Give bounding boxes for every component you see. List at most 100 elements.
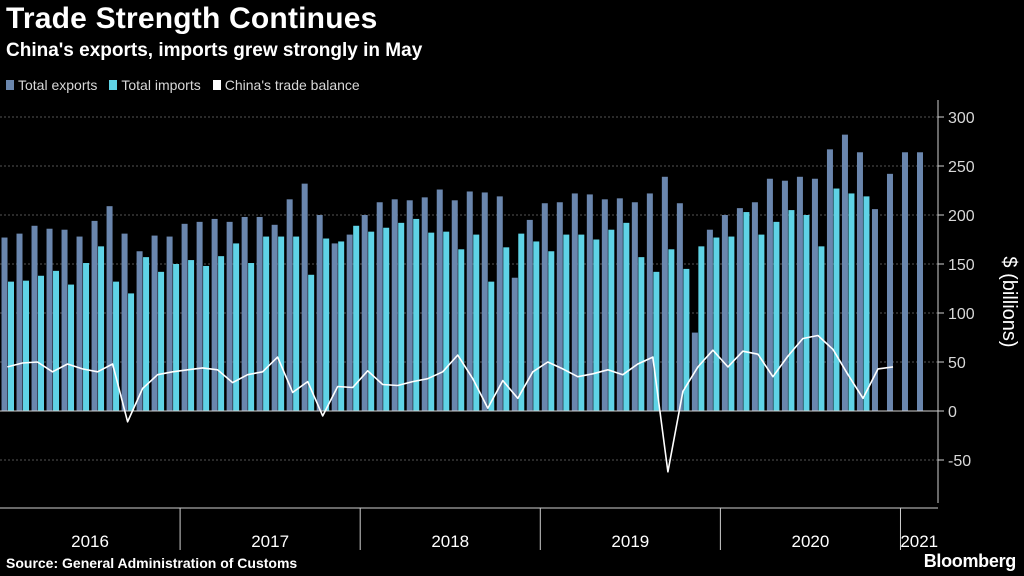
bar-imports	[53, 270, 60, 411]
bar-exports	[631, 202, 638, 411]
bar-imports	[278, 236, 285, 411]
bar-imports	[563, 234, 570, 411]
bar-imports	[623, 222, 630, 411]
bar-exports	[451, 200, 458, 411]
bar-imports	[518, 233, 525, 411]
bar-exports	[76, 236, 83, 411]
y-tick-label: 50	[948, 355, 966, 372]
bar-imports	[653, 271, 660, 411]
bar-exports	[256, 216, 263, 411]
bar-exports	[481, 192, 488, 411]
bar-exports	[901, 152, 908, 411]
bar-exports	[601, 199, 608, 411]
bar-exports	[316, 215, 323, 411]
bar-imports	[578, 234, 585, 411]
bar-imports	[818, 246, 825, 411]
bar-exports	[541, 203, 548, 411]
bar-imports	[383, 227, 390, 411]
bar-exports	[91, 220, 98, 411]
bar-exports	[61, 229, 68, 411]
x-tick-label: 2018	[431, 532, 469, 551]
bar-exports	[466, 191, 473, 411]
bar-exports	[286, 199, 293, 411]
bar-imports	[338, 241, 345, 411]
bar-imports	[683, 268, 690, 411]
bar-imports	[308, 274, 315, 411]
bar-imports	[848, 193, 855, 411]
y-tick-label: 250	[948, 159, 975, 176]
bar-imports	[188, 260, 195, 411]
bar-imports	[638, 257, 645, 411]
bar-imports	[428, 232, 435, 411]
bar-imports	[113, 281, 120, 411]
bar-exports	[406, 200, 413, 411]
bar-exports	[556, 202, 563, 411]
y-tick-label: 300	[948, 110, 975, 127]
bar-exports	[211, 218, 218, 411]
line-trade-balance	[7, 334, 894, 473]
bar-imports	[698, 246, 705, 411]
x-tick-label: 2020	[792, 532, 830, 551]
bar-exports	[676, 203, 683, 411]
y-tick-label: 100	[948, 306, 975, 323]
bar-imports	[368, 231, 375, 411]
bar-exports	[16, 233, 23, 411]
bar-imports	[143, 257, 150, 411]
bar-exports	[151, 235, 158, 411]
bar-imports	[158, 271, 165, 411]
bar-imports	[608, 229, 615, 411]
bar-imports	[23, 280, 30, 411]
bar-imports	[758, 234, 765, 411]
bar-exports	[586, 194, 593, 411]
x-tick-label: 2021	[900, 532, 938, 551]
bar-exports	[181, 223, 188, 411]
bar-imports	[593, 239, 600, 411]
bar-imports	[788, 210, 795, 411]
bar-imports	[713, 237, 720, 411]
bar-exports	[661, 176, 668, 411]
bar-exports	[166, 236, 173, 411]
x-tick-label: 2016	[71, 532, 109, 551]
bar-exports	[121, 233, 128, 411]
bar-exports	[106, 206, 113, 411]
bar-imports	[728, 236, 735, 411]
bar-exports	[1, 237, 8, 411]
bar-imports	[83, 263, 90, 411]
legend-item-exports: Total exports	[6, 77, 97, 93]
legend-swatch-balance	[212, 80, 221, 90]
bar-imports	[413, 218, 420, 411]
bar-imports	[398, 222, 405, 411]
bloomberg-logo: Bloomberg	[923, 551, 1017, 571]
bar-imports	[8, 281, 15, 411]
bar-exports	[856, 152, 863, 411]
bar-imports	[503, 247, 510, 411]
bar-imports	[38, 275, 45, 411]
y-tick-label: 150	[948, 257, 975, 274]
bar-imports	[668, 249, 675, 411]
source-note: Source: General Administration of Custom…	[6, 555, 298, 571]
bar-exports	[811, 178, 818, 411]
bar-exports	[616, 198, 623, 411]
bar-exports	[826, 149, 833, 411]
bar-imports	[233, 243, 240, 411]
bar-exports	[526, 219, 533, 411]
bar-imports	[533, 241, 540, 411]
bar-imports	[263, 236, 270, 411]
bar-exports	[751, 202, 758, 411]
bar-exports	[31, 225, 38, 411]
bar-exports	[736, 208, 743, 411]
bar-imports	[128, 293, 135, 411]
bar-imports	[863, 196, 870, 411]
bar-exports	[496, 196, 503, 411]
bar-exports	[331, 243, 338, 411]
bar-imports	[773, 221, 780, 411]
bar-imports	[473, 234, 480, 411]
bar-exports	[46, 228, 53, 411]
y-tick-label: -50	[948, 453, 971, 470]
bar-exports	[871, 209, 878, 411]
bar-exports	[361, 215, 368, 411]
bar-imports	[323, 238, 330, 411]
bar-exports	[241, 216, 248, 411]
bar-imports	[548, 251, 555, 411]
